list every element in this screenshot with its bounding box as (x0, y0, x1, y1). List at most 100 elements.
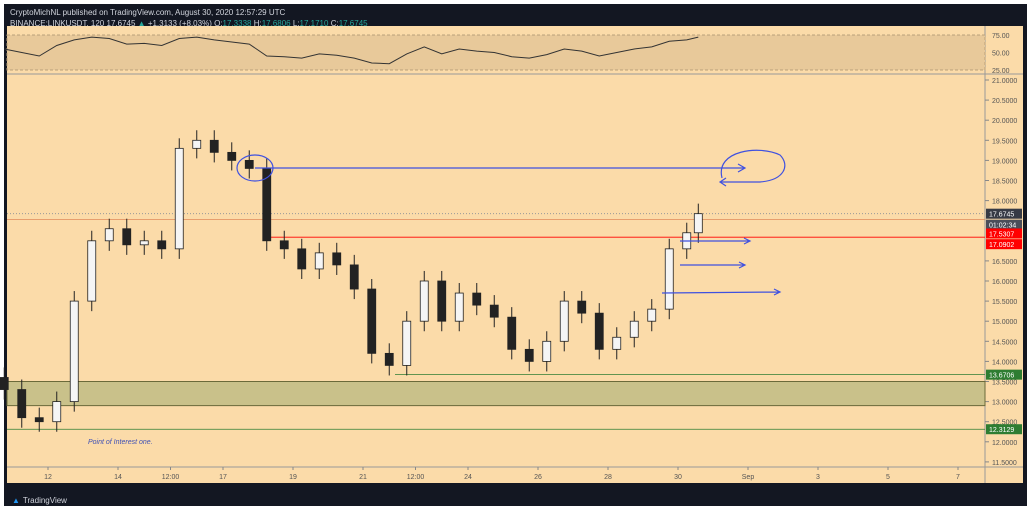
price-tick-label: 12.0000 (992, 440, 1017, 447)
price-label: 17.0902 (989, 242, 1014, 249)
arrow-drawing (661, 288, 782, 296)
candle (454, 292, 464, 322)
candle (594, 312, 604, 350)
price-label: 12.3129 (989, 427, 1014, 434)
price-tick-label: 14.5000 (992, 339, 1017, 346)
candle (17, 389, 27, 419)
time-tick-label: 14 (114, 474, 122, 481)
arrow-drawing (680, 261, 747, 269)
price-label: 17.6745 (989, 212, 1014, 219)
candle (209, 139, 219, 153)
candle (349, 264, 359, 290)
time-tick-label: 28 (604, 474, 612, 481)
high: 17.6806 (261, 19, 291, 28)
price-tick-label: 18.0000 (992, 199, 1017, 206)
price-axis (985, 26, 1023, 483)
candle (542, 340, 552, 362)
price-tick-label: 14.0000 (992, 359, 1017, 366)
candle (122, 228, 132, 246)
price-label-bg (986, 219, 1022, 230)
candle (279, 240, 289, 250)
rsi-tick-label: 25.00 (992, 68, 1010, 75)
logo-icon: ▲ (12, 496, 20, 505)
candle (69, 300, 79, 403)
time-axis (7, 467, 985, 483)
time-tick-label: Sep (742, 474, 755, 481)
candle (139, 240, 149, 246)
candle (384, 352, 394, 366)
candle (174, 147, 184, 250)
price-tick-label: 18.5000 (992, 179, 1017, 186)
candle (0, 377, 9, 390)
last-price: 17.6745 (106, 19, 136, 28)
rsi-line (4, 36, 699, 65)
price-tick-label: 16.0000 (992, 279, 1017, 286)
candle (402, 320, 412, 366)
candle (419, 280, 429, 322)
candle (507, 316, 517, 350)
price-tick-label: 20.5000 (992, 98, 1017, 105)
price-tick-label: 15.0000 (992, 319, 1017, 326)
candle (437, 280, 447, 322)
time-tick-label: 3 (816, 474, 820, 481)
candle (104, 228, 114, 242)
price-label: 17.5307 (989, 231, 1014, 238)
candle (489, 304, 499, 318)
candle (664, 248, 674, 310)
time-tick-label: 26 (534, 474, 542, 481)
time-tick-label: 12:00 (162, 474, 180, 481)
price-label: 01:02:34 (989, 223, 1016, 230)
price-tick-label: 15.5000 (992, 299, 1017, 306)
candle (34, 417, 44, 423)
candle (647, 308, 657, 322)
tradingview-logo[interactable]: ▲ TradingView (12, 496, 67, 505)
price-tick-label: 13.0000 (992, 400, 1017, 407)
up-arrow-icon: ▲ (137, 19, 146, 28)
symbol: BINANCE:LINKUSDT, 120 (10, 19, 105, 28)
time-tick-label: 12 (44, 474, 52, 481)
candle (314, 252, 324, 270)
price-label: 13.6706 (989, 373, 1014, 380)
price-tick-label: 12.5000 (992, 420, 1017, 427)
candle (693, 213, 703, 234)
price-label-bg (986, 228, 1022, 239)
time-tick-label: 24 (464, 474, 472, 481)
price-tick-label: 11.5000 (992, 460, 1017, 467)
candle (157, 240, 167, 250)
price-tick-label: 16.5000 (992, 259, 1017, 266)
close: 17.6745 (338, 19, 368, 28)
time-tick-label: 21 (359, 474, 367, 481)
change: +1.3133 (+8.03%) (147, 19, 212, 28)
publish-info: CryptoMichNL published on TradingView.co… (10, 8, 286, 17)
price-tick-label: 21.0000 (992, 78, 1017, 85)
candle (52, 401, 62, 423)
candle (227, 151, 237, 161)
candle (192, 139, 202, 149)
candle (629, 320, 639, 338)
time-tick-label: 12:00 (407, 474, 425, 481)
time-tick-label: 19 (289, 474, 297, 481)
time-tick-label: 5 (886, 474, 890, 481)
price-tick-label: 19.0000 (992, 158, 1017, 165)
candle (367, 288, 377, 354)
candle (332, 252, 342, 266)
price-label-bg (986, 424, 1022, 435)
price-label-bg (986, 369, 1022, 380)
price-tick-label: 20.0000 (992, 118, 1017, 125)
candle (577, 300, 587, 314)
arrow-drawing (680, 237, 752, 245)
candle (297, 248, 307, 270)
price-tick-label: 19.5000 (992, 138, 1017, 145)
loop-drawing (718, 149, 786, 187)
time-tick-label: 30 (674, 474, 682, 481)
price-label-bg (986, 239, 1022, 250)
price-tick-label: 13.5000 (992, 380, 1017, 387)
annotation-text: Point of Interest one. (88, 439, 153, 446)
open: 17.3338 (222, 19, 252, 28)
symbol-info: BINANCE:LINKUSDT, 120 17.6745 ▲ +1.3133 … (10, 19, 368, 28)
candle (87, 240, 97, 302)
candle (472, 292, 482, 306)
support-zone (6, 381, 986, 407)
rsi-tick-label: 75.00 (992, 33, 1010, 40)
